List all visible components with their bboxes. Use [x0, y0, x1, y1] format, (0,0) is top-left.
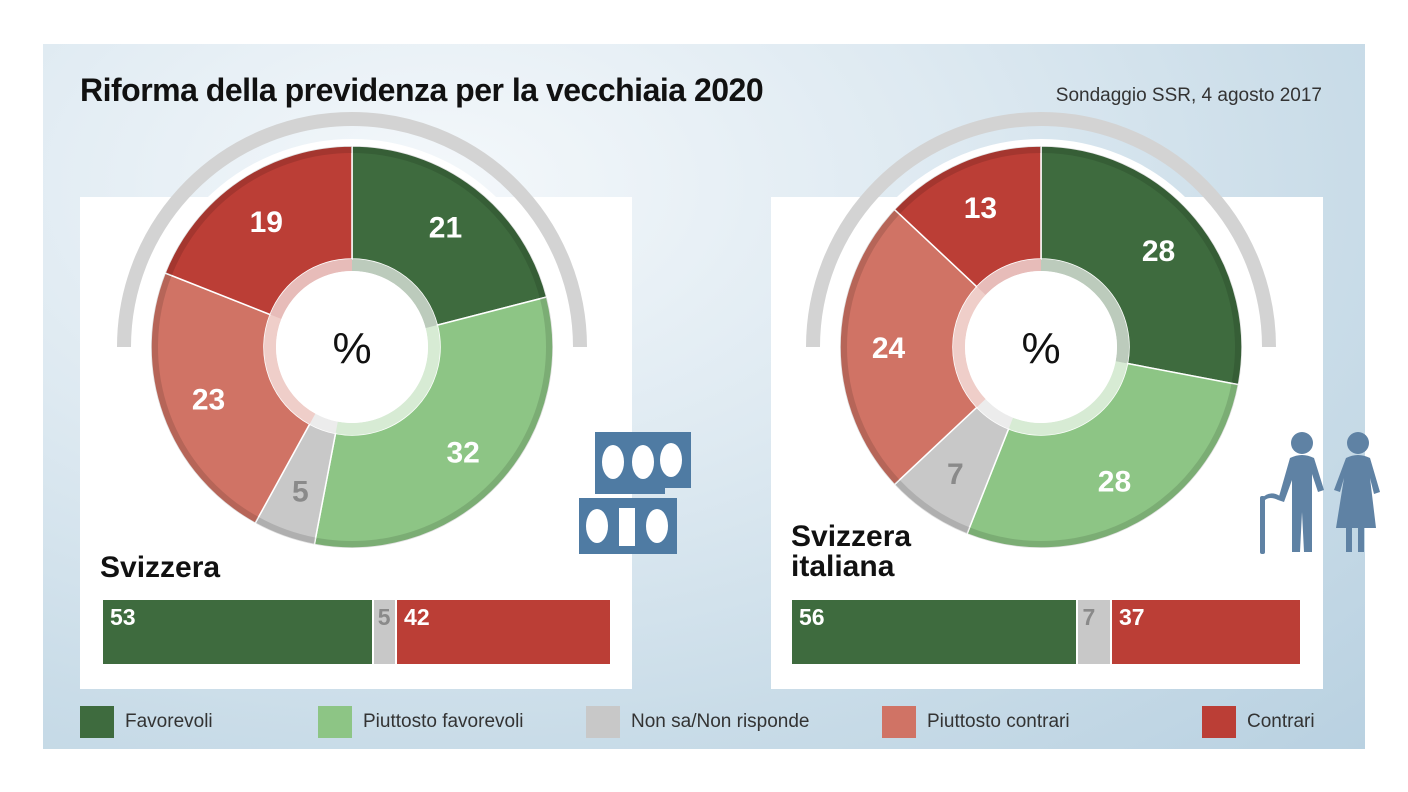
donut-slice — [839, 208, 978, 486]
legend-swatch — [318, 706, 352, 738]
bar-value: 53 — [110, 604, 136, 630]
donut-frame-arc — [806, 112, 1276, 348]
donut-slice — [1040, 145, 1243, 386]
donut-rim — [165, 146, 352, 276]
donut-slice — [164, 145, 353, 316]
data-label: 19 — [250, 206, 283, 239]
bar-segment: 5 — [371, 600, 398, 664]
bar-segment: 42 — [397, 600, 610, 664]
bar-value: 42 — [404, 604, 430, 630]
donut-inner-ring — [1008, 361, 1128, 436]
legend-label: Non sa/Non risponde — [631, 711, 810, 732]
legend: Favorevoli Piuttosto favorevoli Non sa/Non… — [80, 706, 1322, 738]
data-label: 24 — [872, 332, 906, 365]
donut-inner-ring — [335, 325, 440, 436]
bar-segment: 53 — [103, 600, 372, 664]
region-label-svizzera: Svizzera — [100, 551, 221, 584]
donut-slice — [966, 362, 1240, 549]
data-label: 7 — [947, 458, 964, 491]
donut-inner-ring — [976, 399, 1014, 429]
donut-rim — [151, 273, 259, 524]
legend-item: Contrari — [1202, 706, 1315, 738]
percent-label: % — [332, 324, 371, 373]
legend-label: Piuttosto favorevoli — [363, 711, 524, 732]
chart-subtitle: Sondaggio SSR, 4 agosto 2017 — [1055, 85, 1322, 106]
donut-rim — [839, 209, 900, 485]
bar-segment: 7 — [1076, 600, 1113, 664]
legend-label: Contrari — [1247, 711, 1315, 732]
bar-value: 7 — [1082, 604, 1096, 630]
data-label: 21 — [429, 212, 462, 245]
legend-item: Favorevoli — [80, 706, 213, 738]
legend-swatch — [882, 706, 916, 738]
percent-label: % — [1021, 324, 1060, 373]
elderly-couple-icon — [1260, 432, 1380, 554]
donut-inner-ring — [309, 413, 338, 434]
legend-label: Piuttosto contrari — [927, 711, 1070, 732]
donut-rim — [894, 146, 1041, 215]
legend-item: Piuttosto favorevoli — [318, 706, 524, 738]
ballot-icon — [579, 432, 691, 554]
chart-title: Riforma della previdenza per la vecchiai… — [80, 72, 764, 108]
donut-rim — [314, 297, 553, 548]
legend-swatch — [586, 706, 620, 738]
legend-item: Non sa/Non risponde — [586, 706, 810, 738]
legend-label: Favorevoli — [125, 711, 213, 732]
region-label-svizzera-italiana: Svizzera italiana — [791, 520, 912, 583]
data-label: 5 — [292, 475, 309, 508]
donut-slice — [150, 272, 311, 525]
donut-rim — [352, 146, 547, 299]
bar-value: 5 — [377, 604, 391, 630]
bar-segment: 56 — [792, 600, 1077, 664]
donut-frame-arc — [117, 112, 587, 348]
donut-inner-ring — [352, 259, 438, 329]
donut-inner-ring — [976, 259, 1041, 295]
donut-rim — [894, 479, 970, 534]
bar-value: 37 — [1119, 604, 1145, 630]
donut-slice — [313, 296, 554, 549]
data-label: 28 — [1098, 466, 1131, 499]
legend-swatch — [1202, 706, 1236, 738]
donut-hole — [276, 271, 428, 423]
summary-bar-svizzera-italiana: 56 7 37 — [792, 600, 1300, 664]
data-label: 23 — [192, 384, 225, 417]
data-label: 28 — [1142, 235, 1175, 268]
legend-item: Piuttosto contrari — [882, 706, 1070, 738]
bar-segment: 37 — [1112, 600, 1300, 664]
donut-slice — [351, 145, 548, 327]
data-label: 32 — [446, 436, 479, 469]
donut-inner-ring — [270, 259, 352, 320]
data-label: 13 — [964, 192, 997, 225]
legend-swatch — [80, 706, 114, 738]
donut-slice — [893, 145, 1042, 288]
donut-inner-ring — [952, 286, 986, 408]
donut-inner-ring — [264, 314, 316, 425]
donut-hole — [965, 271, 1117, 423]
donut-rim — [255, 517, 316, 545]
summary-bar-svizzera: 53 5 42 — [103, 600, 610, 664]
donut-inner-ring — [1041, 259, 1129, 364]
bar-value: 56 — [799, 604, 825, 630]
